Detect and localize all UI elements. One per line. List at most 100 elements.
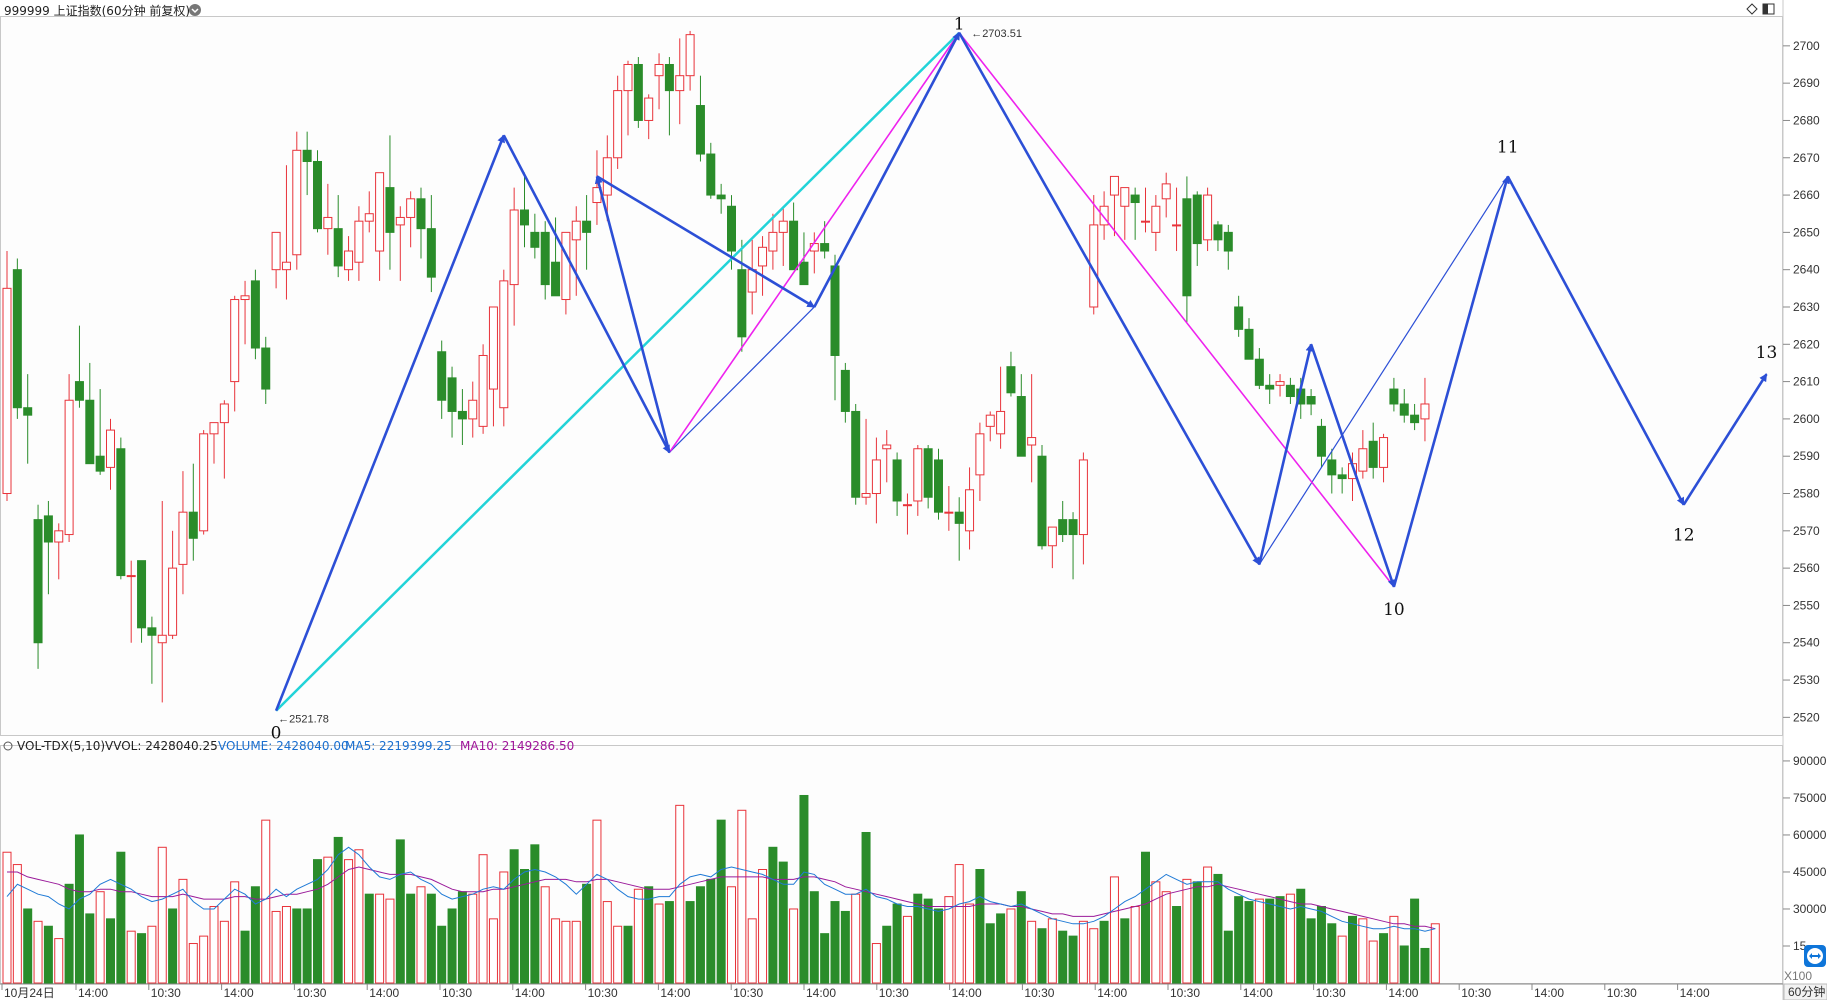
volume-bar-down	[1296, 888, 1306, 984]
volume-bar-up	[1358, 918, 1368, 984]
period-label[interactable]: 60分钟	[1788, 984, 1825, 999]
candle-down	[313, 160, 322, 230]
time-tick-label: 14:00	[1388, 986, 1418, 1000]
volume-bar-up	[54, 938, 64, 984]
candle-down	[1006, 366, 1016, 394]
period-selector[interactable]	[1783, 983, 1827, 1000]
volume-bar-down	[706, 878, 716, 984]
volume-tick-label: 15	[1793, 939, 1807, 953]
ma10-value: MA10: 2149286.50	[460, 739, 574, 753]
volume-bar-up	[499, 871, 509, 984]
volume-bar-down	[934, 908, 943, 984]
settings-dropdown-button[interactable]	[189, 4, 201, 16]
volume-bar-up	[354, 849, 364, 984]
volume-bar-up	[737, 809, 747, 984]
volume-bar-down	[861, 831, 871, 984]
volume-bar-down	[799, 794, 809, 984]
candle-down	[147, 627, 157, 636]
candle-down	[540, 231, 550, 286]
volume-bar-up	[199, 935, 209, 984]
volume-bars	[2, 794, 1440, 984]
volume-bar-down	[1306, 918, 1316, 984]
candle-down	[1265, 384, 1275, 390]
candle-down	[302, 149, 312, 162]
price-tick-label: 2660	[1793, 188, 1820, 202]
volume-bar-down	[1016, 891, 1026, 984]
wave-arrow	[1309, 343, 1396, 588]
volume-bar-up	[675, 804, 685, 984]
volume-bar-down	[64, 883, 74, 984]
wave-overlays	[274, 31, 1768, 712]
price-panel-frame	[0, 16, 1783, 736]
candle-down	[1316, 425, 1326, 457]
volume-bar-down	[1379, 933, 1389, 984]
volume-bar-down	[1316, 906, 1326, 984]
candle-up	[747, 269, 757, 293]
volume-bar-down	[1192, 881, 1202, 984]
candle-up	[882, 444, 892, 450]
volume-bar-up	[1151, 881, 1161, 984]
wave-labels: 0 1 10 11 12 13 ←2703.51 ←2521.78	[271, 14, 1778, 743]
volume-bar-down	[582, 883, 592, 984]
candle-down	[840, 369, 850, 412]
volume-bar-down	[437, 925, 447, 984]
candle-up	[965, 489, 975, 532]
candle-up	[1047, 526, 1057, 547]
candle-down	[447, 377, 457, 412]
toolbar-right-icons	[1746, 3, 1775, 15]
candle-down	[95, 455, 105, 472]
volume-bar-down	[509, 849, 519, 984]
panel-toggle-icon-fill	[1763, 4, 1768, 14]
price-tick-label: 2590	[1793, 449, 1820, 463]
diamond-icon[interactable]	[1746, 3, 1758, 15]
volume-bar-up	[1089, 928, 1099, 984]
candle-down	[851, 410, 861, 498]
candle-up	[654, 63, 664, 77]
volume-bar-down	[106, 918, 115, 984]
volume-bar-up	[727, 886, 736, 984]
volume-tick-label: 75000	[1793, 791, 1827, 805]
time-tick-label: 14:00	[224, 986, 254, 1000]
volume-bar-down	[168, 908, 178, 984]
candle-up	[209, 422, 219, 435]
candle-down	[385, 187, 395, 233]
circle-chevron-down-icon[interactable]	[189, 4, 201, 16]
candle-up	[199, 433, 209, 532]
volume-bar-down	[520, 869, 529, 984]
volume-bar-up	[488, 918, 498, 984]
teamviewer-icon[interactable]	[1804, 945, 1826, 967]
indicator-collapse-icon[interactable]	[3, 741, 13, 751]
candle-down	[830, 265, 840, 356]
volume-bar-up	[147, 925, 157, 984]
candle-down	[261, 347, 271, 390]
candle-down	[85, 399, 95, 465]
candle-up	[468, 399, 478, 420]
volume-bar-down	[395, 839, 405, 984]
volume-bar-down	[996, 913, 1006, 984]
volume-bar-up	[188, 943, 198, 984]
candle-down	[426, 228, 436, 278]
volume-bar-down	[23, 908, 33, 984]
volume-bar-up	[561, 920, 571, 984]
candle-down	[1234, 306, 1244, 330]
volume-bar-down	[457, 891, 467, 984]
volume-bar-down	[74, 834, 84, 984]
candle-down	[1327, 459, 1337, 476]
low-price-label: ←2521.78	[278, 714, 329, 726]
time-tick-label: 10:30	[296, 986, 326, 1000]
candle-down	[1037, 455, 1047, 547]
volume-bar-up	[1182, 878, 1192, 984]
volume-bar-down	[1420, 947, 1430, 984]
candle-up	[240, 295, 250, 301]
time-tick-label: 14:00	[806, 986, 836, 1000]
candle-up	[975, 433, 985, 476]
candle-up	[354, 220, 364, 263]
candle-up	[106, 429, 115, 468]
volume-bar-up	[789, 908, 799, 984]
candle-down	[1389, 388, 1399, 405]
candle-down	[74, 381, 84, 401]
price-tick-label: 2560	[1793, 561, 1820, 575]
magenta-trend-line	[668, 32, 960, 453]
candle-down	[1410, 414, 1420, 424]
